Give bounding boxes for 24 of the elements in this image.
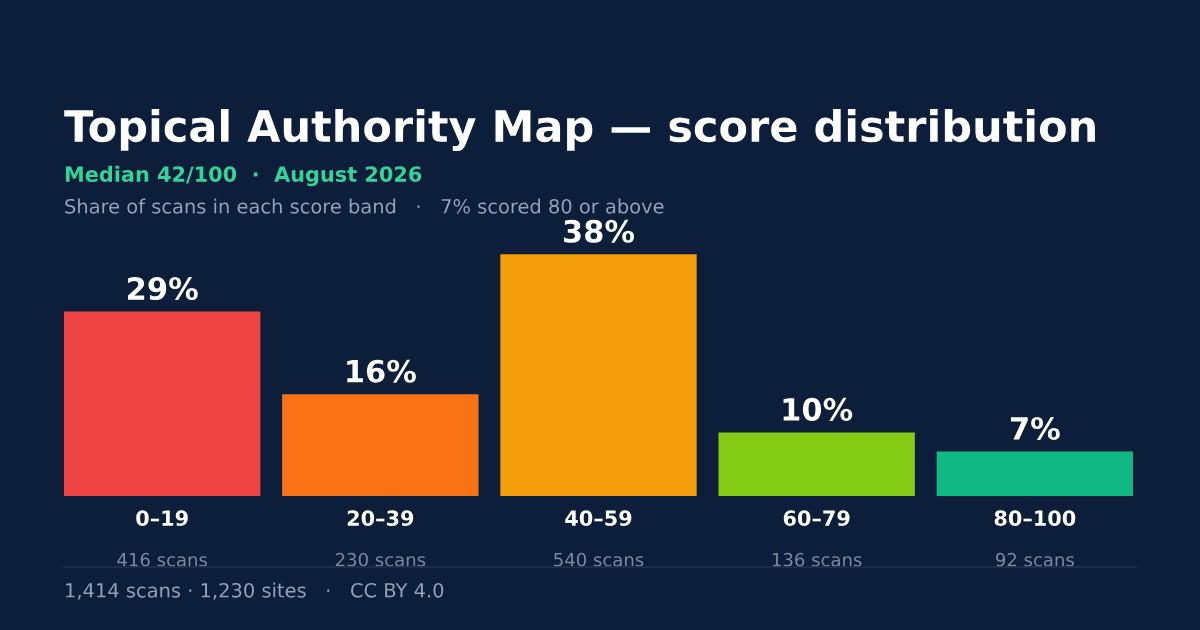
bar <box>282 394 479 496</box>
x-tick-label: 40–59 <box>565 510 632 527</box>
text: 92 scans <box>995 552 1074 567</box>
chart-subtitle: Median 42/100 · August 2026 <box>65 165 422 187</box>
data-label: 29% <box>128 276 198 301</box>
text: Share of scans in each score band · 7% scored 80 or above <box>65 198 664 214</box>
text: 230 scans <box>335 552 426 567</box>
bar <box>936 451 1133 496</box>
bar <box>718 432 915 496</box>
text: 540 scans <box>554 552 644 567</box>
chart-title: Topical Authority Map — score distribution <box>64 109 1095 151</box>
text: 1,414 scans · 1,230 sites · CC BY 4.0 <box>66 582 444 600</box>
x-tick-label: 60–79 <box>783 510 850 527</box>
bar <box>64 311 261 496</box>
text: 136 scans <box>772 552 862 567</box>
data-label: 16% <box>347 359 416 383</box>
data-label: 10% <box>783 397 853 421</box>
bar <box>500 254 697 496</box>
data-label: 7% <box>1010 416 1060 441</box>
x-tick-label: 20–39 <box>347 510 414 527</box>
x-tick-label: 80–100 <box>994 510 1076 527</box>
data-label: 38% <box>563 219 635 243</box>
x-tick-label: 0–19 <box>136 510 188 527</box>
text: 416 scans <box>117 552 208 567</box>
